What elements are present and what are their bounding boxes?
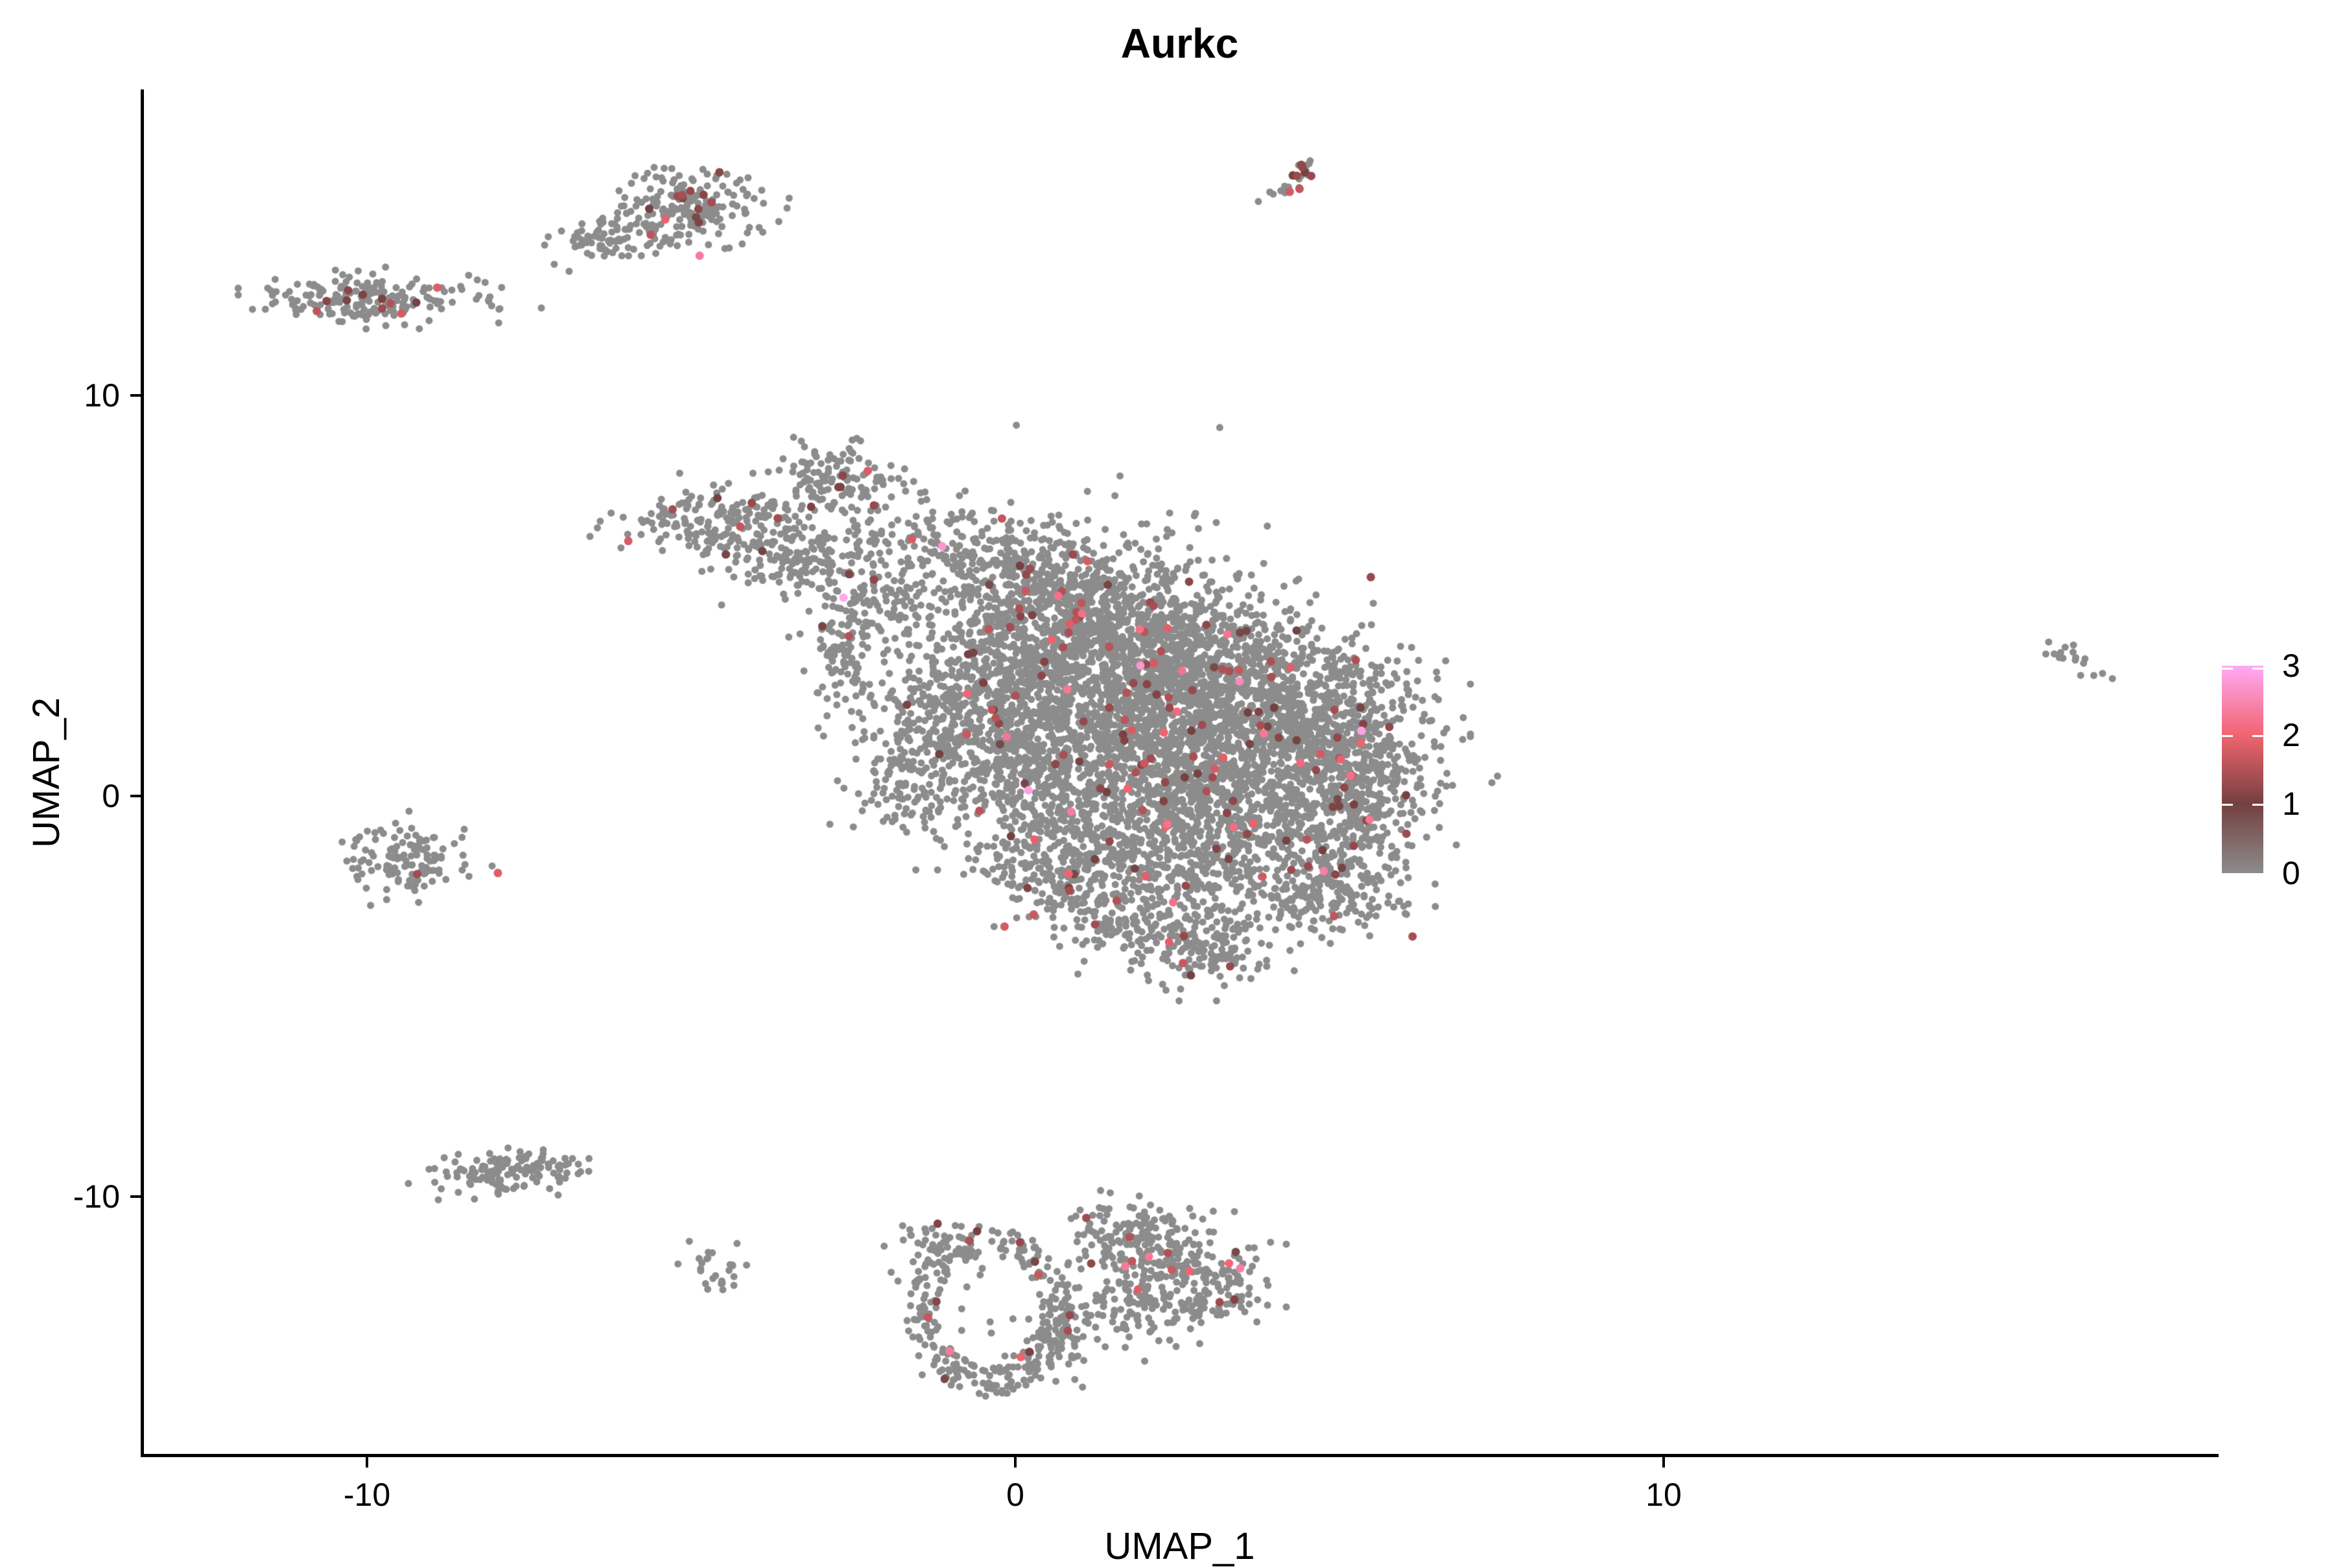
x-axis-title: UMAP_1 xyxy=(1104,1525,1255,1567)
colorbar-tick-label: 3 xyxy=(2282,648,2300,684)
y-tick-label: -10 xyxy=(73,1178,120,1215)
colorbar-tick-mark xyxy=(2252,668,2263,670)
x-tick-mark xyxy=(366,1457,368,1468)
plot-title: Aurkc xyxy=(1120,20,1239,67)
x-tick-label: -10 xyxy=(343,1477,391,1513)
x-tick-mark xyxy=(1014,1457,1017,1468)
y-tick-mark xyxy=(130,1195,141,1199)
y-tick-mark xyxy=(130,795,141,798)
colorbar-tick-mark xyxy=(2222,804,2233,806)
x-tick-label: 10 xyxy=(1645,1477,1682,1513)
x-tick-label: 0 xyxy=(1006,1477,1024,1513)
y-tick-label: 0 xyxy=(102,778,120,815)
expression-colorbar xyxy=(2222,666,2263,873)
colorbar-tick-label: 2 xyxy=(2282,716,2300,753)
x-tick-mark xyxy=(1662,1457,1665,1468)
colorbar-tick-mark xyxy=(2222,668,2233,670)
y-tick-label: 10 xyxy=(84,377,120,414)
colorbar-tick-label: 1 xyxy=(2282,786,2300,823)
colorbar-tick-label: 0 xyxy=(2282,855,2300,891)
colorbar-tick-mark xyxy=(2222,734,2233,737)
colorbar-tick-mark xyxy=(2252,734,2263,737)
x-axis-line xyxy=(141,1454,2219,1457)
colorbar-tick-mark xyxy=(2252,804,2263,806)
y-axis-title: UMAP_2 xyxy=(25,697,67,848)
y-axis-line xyxy=(141,89,144,1457)
y-tick-mark xyxy=(130,394,141,397)
